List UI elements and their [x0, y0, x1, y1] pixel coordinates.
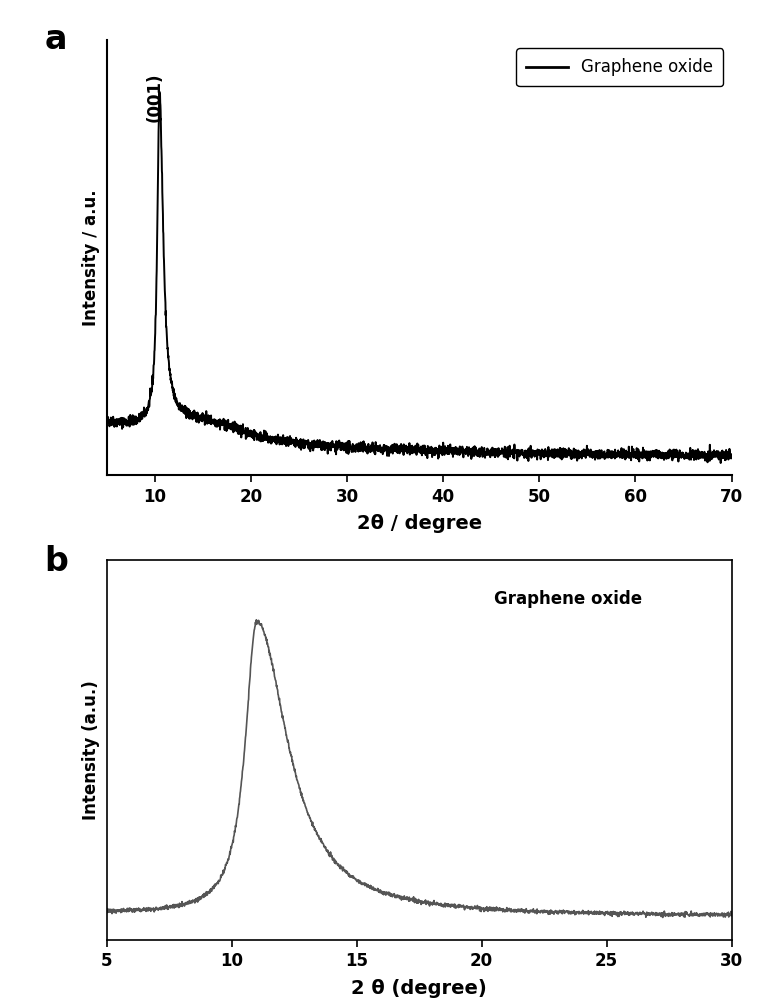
Text: (001): (001) [146, 73, 164, 122]
Legend: Graphene oxide: Graphene oxide [516, 48, 723, 86]
Text: Graphene oxide: Graphene oxide [494, 590, 642, 608]
Text: a: a [44, 23, 67, 56]
X-axis label: 2 θ (degree): 2 θ (degree) [351, 979, 487, 998]
Text: b: b [44, 545, 68, 578]
Y-axis label: Intensity (a.u.): Intensity (a.u.) [82, 680, 100, 820]
X-axis label: 2θ / degree: 2θ / degree [357, 514, 482, 533]
Y-axis label: Intensity / a.u.: Intensity / a.u. [82, 189, 100, 326]
